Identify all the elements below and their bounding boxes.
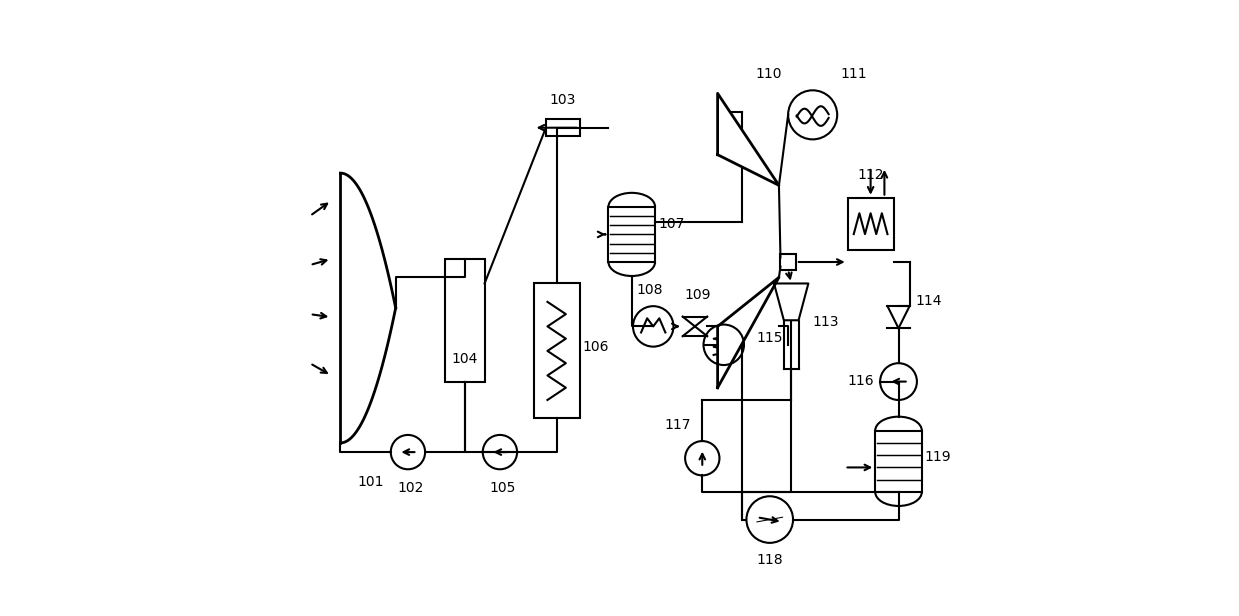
Text: 117: 117 — [664, 418, 691, 432]
Text: 112: 112 — [857, 168, 883, 182]
Bar — [847, 198, 893, 249]
Polygon shape — [717, 277, 779, 387]
Text: 116: 116 — [847, 374, 873, 387]
Text: 105: 105 — [489, 481, 517, 495]
Text: 106: 106 — [582, 340, 610, 354]
Text: 101: 101 — [358, 475, 384, 489]
Bar — [546, 119, 580, 136]
Polygon shape — [717, 94, 779, 185]
Polygon shape — [774, 283, 808, 320]
Text: 104: 104 — [451, 352, 478, 366]
Text: 114: 114 — [916, 294, 942, 308]
Text: 111: 111 — [840, 67, 867, 81]
Text: 103: 103 — [550, 93, 576, 107]
Text: 109: 109 — [685, 288, 711, 302]
Text: 118: 118 — [757, 553, 783, 567]
Text: 107: 107 — [658, 217, 684, 231]
Text: 115: 115 — [756, 331, 783, 345]
Bar — [875, 431, 922, 492]
Text: 102: 102 — [398, 481, 424, 495]
Bar — [445, 259, 484, 381]
Text: 113: 113 — [813, 315, 839, 330]
Bar — [608, 207, 655, 262]
Text: 119: 119 — [924, 450, 952, 464]
Text: 110: 110 — [756, 67, 782, 81]
Bar — [534, 283, 580, 418]
Text: 108: 108 — [637, 283, 663, 297]
Bar — [781, 254, 795, 270]
